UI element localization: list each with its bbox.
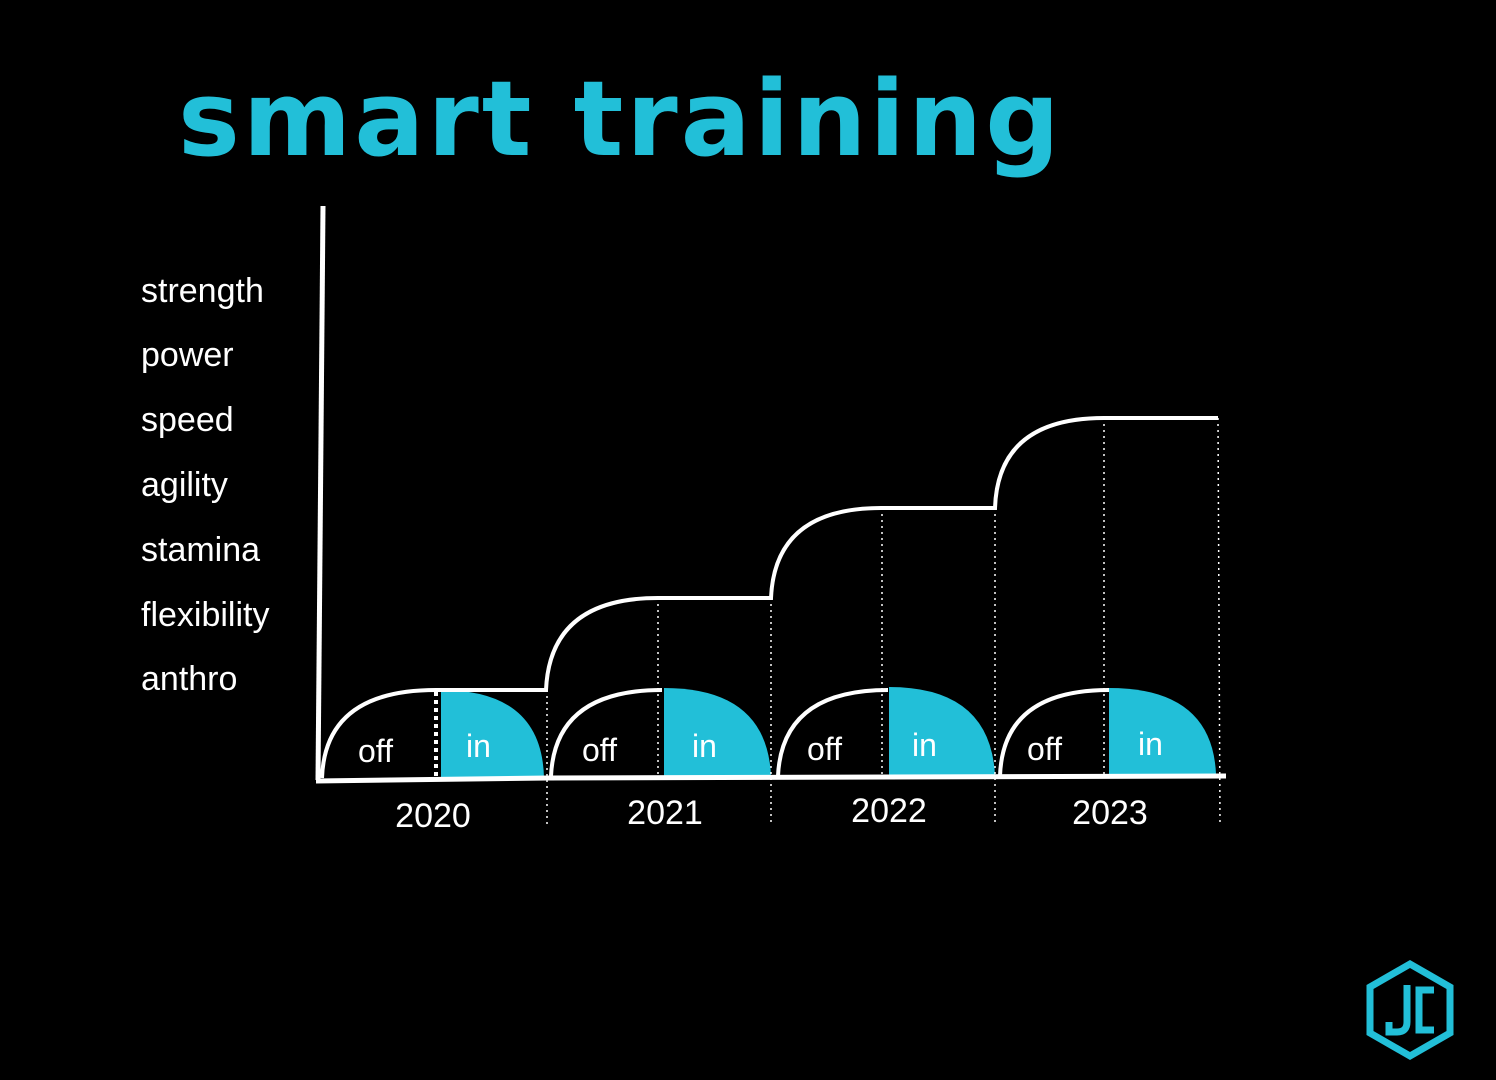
- in-season-label-2020: in: [466, 728, 491, 764]
- in-season-label-2021: in: [692, 728, 717, 764]
- year-divider-end: [1217, 417, 1221, 825]
- off-season-arc-2022: [776, 688, 889, 777]
- page-title: smart training: [178, 58, 1063, 180]
- off-season-label-2021: off: [582, 732, 617, 768]
- in-season-label-2022: in: [912, 727, 937, 763]
- y-axis: [315, 205, 326, 781]
- attribute-label-flexibility: flexibility: [141, 596, 270, 634]
- year-label-2021: 2021: [627, 794, 703, 832]
- attribute-label-anthro: anthro: [141, 660, 238, 698]
- off-season-arc-2021: [549, 688, 663, 777]
- off-season-arc-2023: [998, 688, 1110, 777]
- off-season-label-2023: off: [1027, 731, 1062, 767]
- attribute-label-stamina: stamina: [141, 531, 261, 569]
- attribute-label-power: power: [141, 336, 234, 374]
- attribute-label-speed: speed: [141, 401, 234, 439]
- in-season-label-2023: in: [1138, 726, 1163, 762]
- in-season-fill-2020: [441, 690, 544, 778]
- x-axis: [315, 773, 1227, 784]
- in-season-fill-2021: [664, 688, 771, 776]
- in-season-fill-2023: [1109, 688, 1216, 774]
- year-label-2023: 2023: [1072, 794, 1148, 832]
- in-season-fill-2022: [889, 687, 995, 775]
- jc-hexagon-logo-icon: [1366, 959, 1454, 1061]
- off-season-label-2020: off: [358, 733, 393, 769]
- off-season-arc-2020: [320, 688, 437, 779]
- year-label-2022: 2022: [851, 792, 927, 830]
- off-season-label-2022: off: [807, 731, 842, 767]
- attribute-label-agility: agility: [141, 466, 228, 504]
- attribute-label-strength: strength: [141, 272, 264, 310]
- year-label-2020: 2020: [395, 797, 471, 835]
- progression-staircase-line: [436, 416, 1218, 692]
